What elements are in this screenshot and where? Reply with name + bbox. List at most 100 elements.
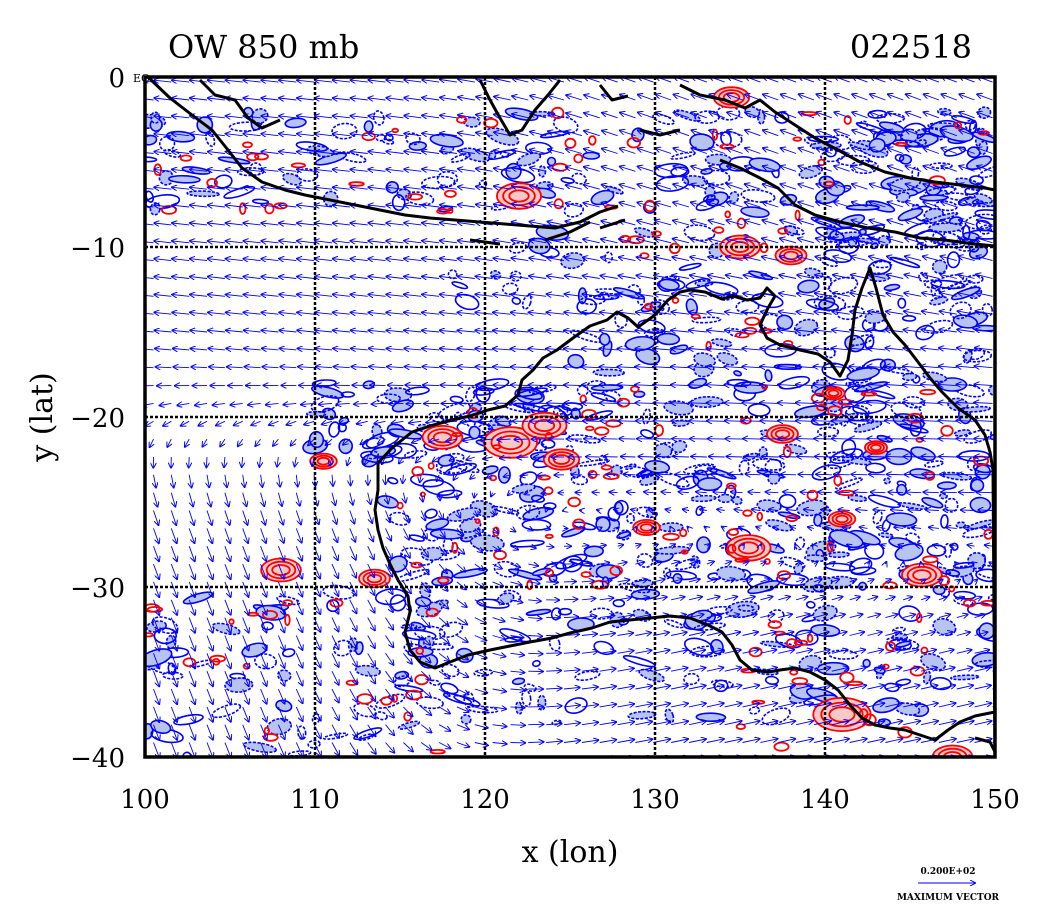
- negative-ow-blob: [945, 192, 972, 202]
- wind-vector: [867, 421, 886, 422]
- negative-ow-blob: [924, 460, 944, 468]
- wind-vector: [581, 546, 589, 547]
- negative-ow-blob: [582, 151, 601, 160]
- negative-ow-blob: [503, 404, 536, 414]
- wind-vector: [654, 421, 672, 422]
- negative-ow-blob: [438, 463, 468, 475]
- negative-ow-blob: [794, 536, 806, 551]
- x-tick-label: 120: [460, 785, 510, 815]
- wind-vector: [621, 457, 636, 458]
- x-axis-label: x (lon): [522, 835, 619, 870]
- negative-ow-blob: [636, 506, 658, 519]
- wind-vector: [832, 421, 850, 422]
- map-timestamp: 022518: [850, 28, 972, 66]
- negative-ow-blob: [516, 152, 542, 167]
- wind-vector: [593, 492, 600, 493]
- negative-ow-blob: [824, 562, 856, 572]
- wind-vector: [597, 510, 600, 511]
- negative-ow-blob: [695, 712, 727, 723]
- y-tick-label: 0: [108, 64, 125, 94]
- negative-ow-blob: [633, 390, 646, 398]
- wind-vector: [403, 760, 413, 769]
- negative-ow-blob: [509, 539, 545, 548]
- negative-ow-blob: [845, 381, 869, 393]
- wind-vector: [869, 474, 886, 475]
- wind-vector: [296, 760, 303, 774]
- negative-ow-blob: [622, 655, 656, 668]
- negative-ow-blob: [500, 167, 536, 184]
- negative-ow-blob: [847, 494, 868, 503]
- wind-vector: [636, 421, 654, 422]
- negative-ow-blob: [850, 566, 877, 576]
- wind-vector: [421, 760, 432, 767]
- negative-ow-blob: [616, 531, 631, 539]
- wind-vector: [623, 474, 636, 475]
- negative-ow-blob: [943, 543, 953, 559]
- negative-ow-blob: [662, 567, 672, 580]
- wind-vector: [885, 439, 904, 440]
- negative-ow-blob: [442, 692, 473, 705]
- negative-ow-blob: [835, 477, 864, 490]
- negative-ow-blob: [511, 296, 522, 305]
- wind-vector: [833, 457, 850, 458]
- negative-ow-blob: [295, 141, 329, 153]
- wind-vector: [671, 403, 690, 404]
- wind-vector: [744, 457, 761, 458]
- negative-ow-blob: [690, 395, 724, 409]
- negative-ow-blob: [444, 462, 477, 476]
- wind-vector: [780, 457, 797, 458]
- negative-ow-blob: [879, 358, 896, 372]
- wind-vector: [797, 457, 815, 458]
- negative-ow-blob: [950, 674, 980, 681]
- wind-vector: [618, 421, 636, 422]
- wind-vector: [814, 421, 832, 422]
- negative-ow-blob: [440, 452, 465, 465]
- negative-ow-blob: [737, 604, 755, 612]
- wind-vector: [941, 492, 957, 493]
- negative-ow-blob: [694, 110, 720, 125]
- negative-ow-blob: [388, 511, 411, 526]
- wind-vector: [707, 403, 725, 404]
- wind-vector: [974, 439, 993, 440]
- wind-vector: [672, 421, 690, 422]
- wind-vector: [852, 474, 868, 475]
- wind-vector: [439, 760, 451, 766]
- wind-vector: [206, 456, 207, 467]
- negative-ow-blob: [521, 294, 532, 310]
- y-axis-label: y (lat): [25, 372, 60, 462]
- wind-vector: [921, 439, 939, 440]
- wind-vector: [510, 725, 525, 726]
- wind-vector: [528, 760, 543, 761]
- negative-ow-blob: [521, 518, 552, 531]
- negative-ow-blob: [751, 457, 786, 471]
- negative-ow-blob: [898, 423, 929, 434]
- negative-ow-blob: [970, 478, 985, 493]
- wind-vector: [746, 474, 761, 475]
- negative-ow-blob: [949, 565, 975, 578]
- wind-vector: [850, 439, 868, 440]
- negative-ow-blob: [898, 605, 921, 622]
- negative-ow-blob: [408, 141, 427, 151]
- negative-ow-blob: [158, 135, 176, 152]
- wind-vector: [582, 403, 600, 404]
- negative-ow-blob: [562, 555, 583, 573]
- negative-ow-blob: [478, 179, 488, 188]
- wind-vector: [742, 403, 761, 404]
- wind-vector: [674, 457, 690, 458]
- negative-ow-blob: [571, 172, 587, 185]
- wind-vector: [924, 492, 939, 493]
- wind-vector: [635, 527, 636, 528]
- wind-vector: [693, 474, 707, 475]
- wind-vector: [528, 653, 542, 654]
- negative-ow-blob: [537, 694, 547, 711]
- negative-ow-blob: [656, 332, 681, 346]
- negative-ow-blob: [813, 513, 823, 527]
- wind-vector: [763, 474, 779, 475]
- negative-ow-blob: [690, 494, 717, 503]
- negative-ow-blob: [872, 260, 893, 269]
- wind-vector: [725, 421, 743, 422]
- wind-vector: [939, 457, 957, 458]
- wind-vector: [868, 457, 886, 458]
- negative-ow-blob: [683, 637, 715, 657]
